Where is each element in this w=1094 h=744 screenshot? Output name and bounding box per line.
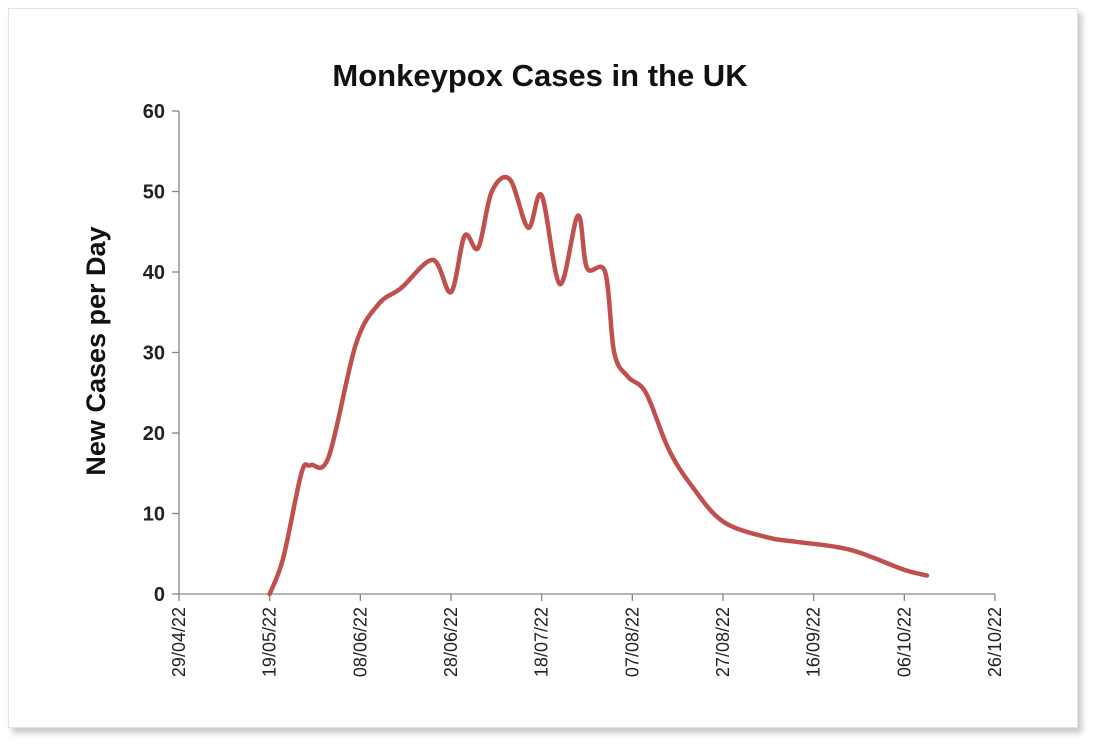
y-tick-label: 30: [143, 343, 165, 365]
y-tick-label: 50: [143, 182, 165, 204]
y-tick-labels: 0 10 20 30 40 50 60: [143, 101, 165, 606]
x-tick-label: 18/07/22: [532, 607, 552, 677]
y-tick-label: 20: [143, 423, 165, 445]
axes: [172, 110, 996, 601]
y-tick-label: 10: [143, 504, 165, 526]
y-tick-label: 60: [143, 101, 165, 123]
y-axis-label: New Cases per Day: [81, 226, 111, 475]
x-tick-label: 19/05/22: [260, 607, 280, 677]
y-tick-label: 40: [143, 262, 165, 284]
chart-svg: Monkeypox Cases in the UK New Cases per …: [81, 58, 1005, 677]
chart-title: Monkeypox Cases in the UK: [332, 58, 748, 93]
x-tick-label: 16/09/22: [804, 607, 824, 677]
series-line: [267, 174, 930, 597]
x-tick-label: 28/06/22: [441, 607, 461, 677]
x-tick-label: 26/10/22: [985, 607, 1005, 677]
x-tick-labels: 29/04/22 19/05/22 08/06/22 28/06/22 18/07/22…: [169, 607, 1005, 677]
x-tick-label: 06/10/22: [894, 607, 914, 677]
x-tick-label: 27/08/22: [713, 607, 733, 677]
x-tick-label: 07/08/22: [622, 607, 642, 677]
x-tick-label: 08/06/22: [350, 607, 370, 677]
y-tick-label: 0: [154, 584, 165, 606]
chart-frame: Monkeypox Cases in the UK New Cases per …: [8, 8, 1078, 728]
x-tick-label: 29/04/22: [169, 607, 189, 677]
